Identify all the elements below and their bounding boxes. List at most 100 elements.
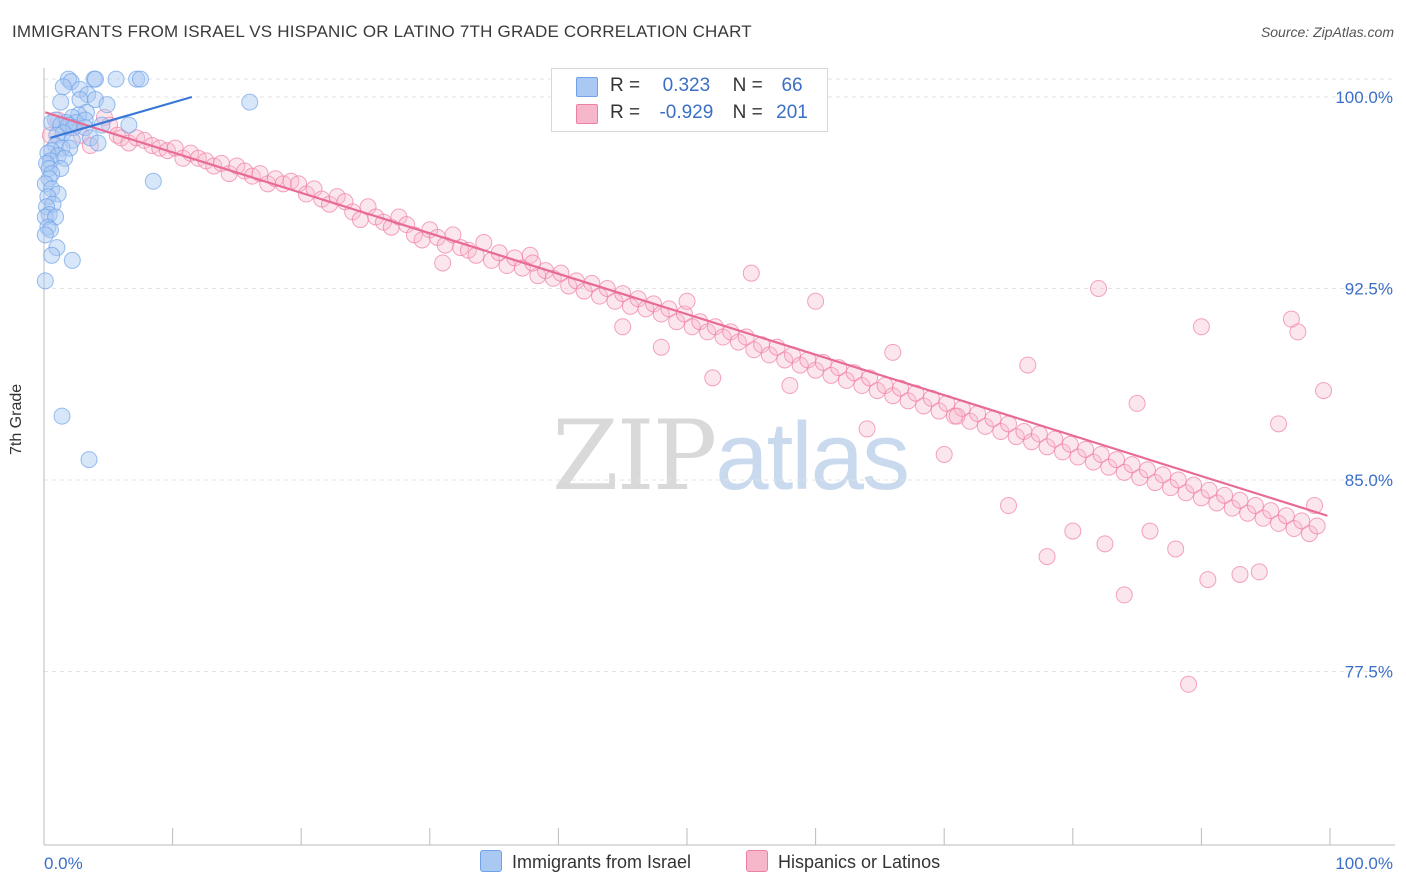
hispanic-point: [1108, 451, 1126, 469]
israel-point: [54, 78, 72, 96]
israel-point: [56, 149, 74, 167]
chart-title: IMMIGRANTS FROM ISRAEL VS HISPANIC OR LA…: [12, 22, 752, 41]
israel-point: [41, 221, 59, 239]
hispanic-point: [742, 264, 760, 282]
hispanic-point: [891, 379, 909, 397]
n-value: 201: [776, 102, 808, 123]
y-tick-label: 77.5%: [1345, 663, 1393, 682]
hispanic-point: [1169, 471, 1187, 489]
israel-point: [80, 451, 98, 469]
israel-point: [49, 185, 67, 203]
israel-point: [98, 96, 116, 114]
hispanic-point: [1216, 486, 1234, 504]
hispanic-point: [652, 338, 670, 356]
hispanic-point: [1293, 512, 1311, 530]
hispanic-point: [1046, 430, 1064, 448]
israel-point: [52, 159, 70, 177]
y-tick-label: 100.0%: [1335, 88, 1393, 107]
hispanic-swatch: [576, 104, 598, 124]
hispanic-point: [1231, 491, 1249, 509]
watermark-zip: ZIP: [552, 400, 717, 512]
israel-trend-line: [50, 95, 193, 139]
hispanic-point: [1262, 502, 1280, 520]
hispanic-point: [1308, 517, 1326, 535]
hispanic-point: [1123, 456, 1141, 474]
israel-point: [52, 93, 70, 111]
israel-point: [107, 70, 125, 88]
source-label: Source: ZipAtlas.com: [1260, 24, 1394, 40]
israel-point: [86, 70, 104, 88]
israel-point: [241, 93, 259, 111]
hispanic-point: [1315, 382, 1333, 400]
hispanic-point: [1000, 497, 1017, 515]
hispanic-point: [1096, 535, 1114, 553]
hispanic-point: [858, 420, 876, 438]
hispanic-point: [1270, 415, 1288, 433]
legend-label-israel: Immigrants from Israel: [512, 852, 692, 872]
hispanic-point: [1282, 310, 1300, 328]
israel-point: [120, 116, 138, 134]
hispanic-point: [678, 292, 696, 310]
hispanic-point: [1250, 563, 1268, 581]
hispanic-point: [1180, 675, 1198, 693]
hispanic-point: [1019, 356, 1037, 374]
hispanic-point: [614, 318, 632, 336]
israel-point: [144, 172, 162, 190]
israel-swatch: [576, 77, 598, 97]
n-label: N =: [732, 102, 769, 123]
y-tick-label: 85.0%: [1345, 471, 1393, 490]
legend-label-hispanic: Hispanics or Latinos: [778, 852, 941, 872]
hispanic-point: [1064, 522, 1082, 540]
hispanic-point: [807, 292, 825, 310]
hispanic-point: [1141, 522, 1159, 540]
hispanic-point: [1246, 497, 1264, 515]
hispanic-point: [1200, 481, 1218, 499]
y-tick-label: 92.5%: [1345, 280, 1393, 299]
r-label: R =: [610, 102, 646, 123]
legend-swatch-israel: [480, 850, 502, 872]
r-value: 0.323: [662, 75, 711, 96]
hispanic-point: [948, 407, 966, 425]
hispanic-point: [1038, 548, 1056, 566]
israel-point: [53, 407, 71, 425]
legend-item-israel[interactable]: Immigrants from Israel: [480, 850, 691, 873]
legend-swatch-hispanic: [746, 850, 768, 872]
stats-box: R = 0.323 N = 66 R = -0.929 N = 201: [551, 68, 828, 132]
israel-point: [43, 246, 61, 264]
israel-point: [36, 272, 54, 290]
x-tick-label-max: 100.0%: [1335, 854, 1393, 873]
hispanic-point: [1185, 476, 1203, 494]
hispanic-trend-line: [44, 111, 1328, 517]
hispanic-point: [1092, 445, 1110, 463]
hispanic-point: [1231, 565, 1249, 583]
israel-point: [36, 226, 54, 244]
watermark: ZIPatlas: [552, 400, 910, 512]
hispanic-point: [1090, 280, 1108, 297]
legend-item-hispanic[interactable]: Hispanics or Latinos: [746, 850, 940, 873]
r-value: -0.929: [659, 102, 714, 123]
r-label: R =: [610, 75, 646, 96]
israel-point: [128, 70, 146, 88]
israel-point: [89, 134, 107, 152]
hispanic-point: [434, 254, 452, 272]
watermark-atlas: atlas: [715, 403, 910, 510]
hispanic-point: [1115, 586, 1133, 604]
israel-point: [36, 208, 54, 226]
hispanic-point: [1167, 540, 1185, 558]
n-label: N =: [732, 75, 769, 96]
hispanic-point: [884, 343, 902, 361]
hispanic-point: [1199, 571, 1217, 589]
hispanic-point: [1138, 461, 1156, 479]
hispanic-point: [781, 377, 799, 395]
israel-point: [43, 165, 61, 183]
hispanic-point: [1192, 318, 1210, 336]
hispanic-point: [1061, 435, 1079, 453]
hispanic-point: [1077, 440, 1095, 458]
israel-point: [63, 251, 81, 269]
hispanic-point: [1277, 507, 1295, 525]
hispanic-point: [704, 369, 722, 387]
hispanic-point: [935, 445, 953, 463]
x-tick-label-min: 0.0%: [44, 854, 83, 873]
hispanic-point: [1128, 394, 1146, 412]
